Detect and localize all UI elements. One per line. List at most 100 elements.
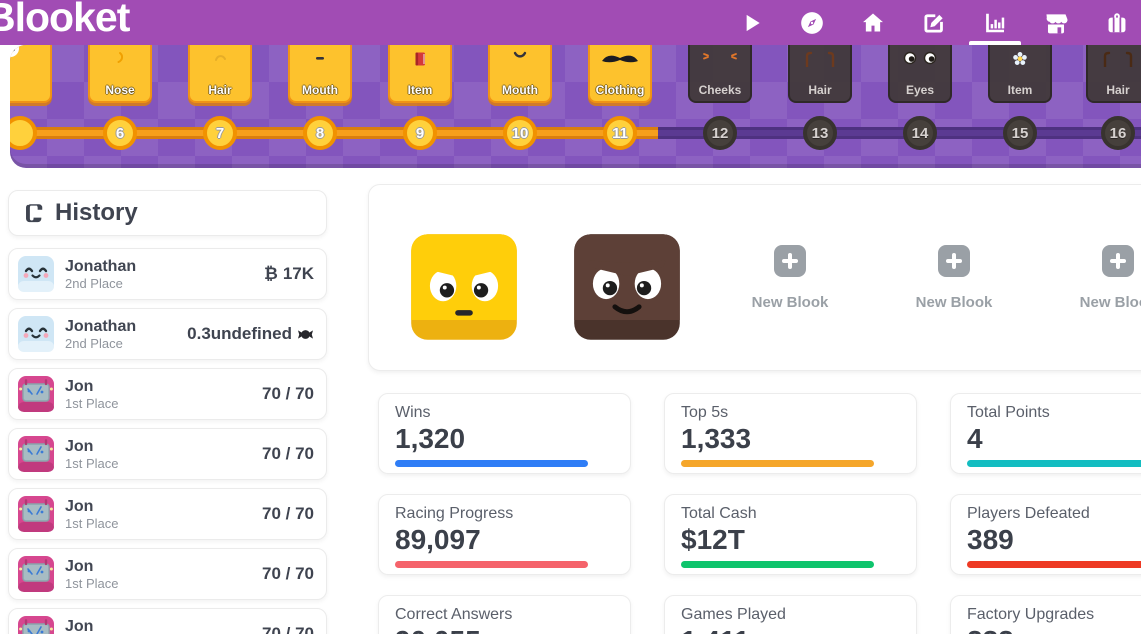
- reward-card: Hair: [788, 45, 852, 103]
- discover-icon: [801, 11, 823, 34]
- stats-button[interactable]: [969, 0, 1021, 45]
- stat-value: 232: [967, 625, 1141, 634]
- new-blook-label: New Blook: [1079, 294, 1141, 311]
- smile-icon: [512, 51, 528, 61]
- reward-card-label: Cheeks: [698, 83, 742, 97]
- track-level-node: 16: [1101, 116, 1135, 150]
- player-name: Jon: [65, 557, 94, 575]
- reward-card: Cheeks: [688, 45, 752, 103]
- blooket-logo[interactable]: Blooket: [0, 0, 130, 40]
- history-row[interactable]: Jon 1st Place 70 / 70: [8, 548, 327, 600]
- game-result-value: 70 / 70: [262, 504, 314, 523]
- track-level-node: 11: [603, 116, 637, 150]
- track-level-node: 7: [203, 116, 237, 150]
- reward-card: Hair: [188, 45, 252, 103]
- stat-value: 1,411: [681, 625, 900, 634]
- stat-value: 389: [967, 524, 1014, 555]
- stat-label: Racing Progress: [395, 505, 514, 522]
- market-button[interactable]: [1042, 0, 1070, 45]
- stat-card-players-defeated: Players Defeated 389: [950, 494, 1141, 575]
- stat-value: 4: [967, 423, 983, 454]
- reward-card: Mouth: [488, 45, 552, 103]
- discover-button[interactable]: [798, 0, 826, 45]
- nav-icon-bar: [737, 0, 1131, 45]
- track-level-node: [10, 116, 37, 150]
- stat-card-factory-upgrades: Factory Upgrades 232: [950, 595, 1141, 634]
- reward-card-label: Mouth: [302, 83, 338, 97]
- stat-label: Total Points: [967, 404, 1050, 421]
- brown-blook[interactable]: [572, 232, 682, 342]
- reward-card: Nose: [88, 45, 152, 103]
- stat-value: 1,333: [681, 423, 752, 454]
- stat-bar: [681, 561, 874, 568]
- robot-blook-avatar: [18, 616, 54, 634]
- robot-blook-avatar: [18, 376, 54, 412]
- stat-card-wins: Wins 1,320: [378, 393, 631, 474]
- robot-blook-avatar: [18, 496, 54, 532]
- cheeks-icon: [701, 51, 739, 61]
- robot-blook-avatar: [18, 436, 54, 472]
- history-row[interactable]: Jon 1st Place 70 / 70: [8, 488, 327, 540]
- reward-card-label: Eyes: [905, 83, 935, 97]
- stat-value: 1,320: [395, 423, 466, 454]
- track-level-node: 13: [803, 116, 837, 150]
- play-icon: [746, 14, 760, 31]
- stat-bar: [681, 460, 874, 467]
- game-result-value: 70 / 70: [262, 444, 314, 463]
- reward-card-label: Nose: [105, 83, 135, 97]
- player-name: Jonathan: [65, 317, 137, 335]
- game-result-value: 0.3undefined: [187, 324, 314, 344]
- robot-blook-avatar: [18, 556, 54, 592]
- new-blook-label: New Blook: [751, 294, 829, 311]
- hair-strands-icon: [1101, 51, 1135, 67]
- reward-card: Item: [988, 45, 1052, 103]
- history-row[interactable]: Jon 1st Place 70 / 70: [8, 608, 327, 634]
- blooks-panel: New Blook New Blook New Blook: [368, 184, 1141, 371]
- player-place: 1st Place: [65, 395, 119, 411]
- plus-icon: [1102, 245, 1134, 277]
- stat-value: 90,055: [395, 625, 614, 634]
- history-row[interactable]: Jon 1st Place 70 / 70: [8, 368, 327, 420]
- player-place: 1st Place: [65, 515, 119, 531]
- history-row[interactable]: Jonathan 2nd Place ₿ 17K: [8, 248, 327, 300]
- active-tab-indicator: [969, 41, 1021, 45]
- create-button[interactable]: [920, 0, 948, 45]
- glasses-icon: [10, 45, 19, 57]
- reward-track-banner: Nose 6 Hair 7 Mouth 8 Item 9: [10, 45, 1141, 168]
- player-name: Jon: [65, 497, 94, 515]
- stat-label: Players Defeated: [967, 505, 1090, 522]
- stat-label: Top 5s: [681, 404, 729, 421]
- player-name: Jon: [65, 617, 94, 634]
- track-level-node: 14: [903, 116, 937, 150]
- history-row[interactable]: Jon 1st Place 70 / 70: [8, 428, 327, 480]
- create-icon: [924, 13, 943, 33]
- reward-card: Hair: [1086, 45, 1141, 103]
- hair-strands-icon: [803, 51, 837, 67]
- new-blook-slot[interactable]: New Blook: [730, 245, 850, 311]
- stat-bar: [967, 561, 1141, 568]
- home-button[interactable]: [859, 0, 887, 45]
- stat-label: Games Played: [681, 606, 786, 623]
- stats-icon: [986, 13, 1005, 32]
- player-name: Jon: [65, 437, 94, 455]
- stat-bar: [967, 460, 1141, 467]
- stat-bar: [395, 561, 588, 568]
- history-panel: History Jonathan 2nd Place ₿ 17K: [8, 190, 327, 634]
- stat-card-correct-answers: Correct Answers 90,055: [378, 595, 631, 634]
- track-level-node: 10: [503, 116, 537, 150]
- history-row[interactable]: Jonathan 2nd Place 0.3undefined: [8, 308, 327, 360]
- stat-card-total-cash: Total Cash $12T: [664, 494, 917, 575]
- stat-card-total-points: Total Points 4: [950, 393, 1141, 474]
- track-level-node: 6: [103, 116, 137, 150]
- reward-card: Clothing: [588, 45, 652, 103]
- mouth-dash-icon: [313, 51, 327, 65]
- blooks-button[interactable]: [1103, 0, 1131, 45]
- plus-icon: [938, 245, 970, 277]
- play-button[interactable]: [737, 0, 765, 45]
- yellow-blook[interactable]: [409, 232, 519, 342]
- new-blook-slot[interactable]: New Blook: [1058, 245, 1141, 311]
- track-level-node: 15: [1003, 116, 1037, 150]
- player-name: Jonathan: [65, 257, 137, 275]
- reward-card-label: Hair: [1106, 83, 1130, 97]
- new-blook-slot[interactable]: New Blook: [894, 245, 1014, 311]
